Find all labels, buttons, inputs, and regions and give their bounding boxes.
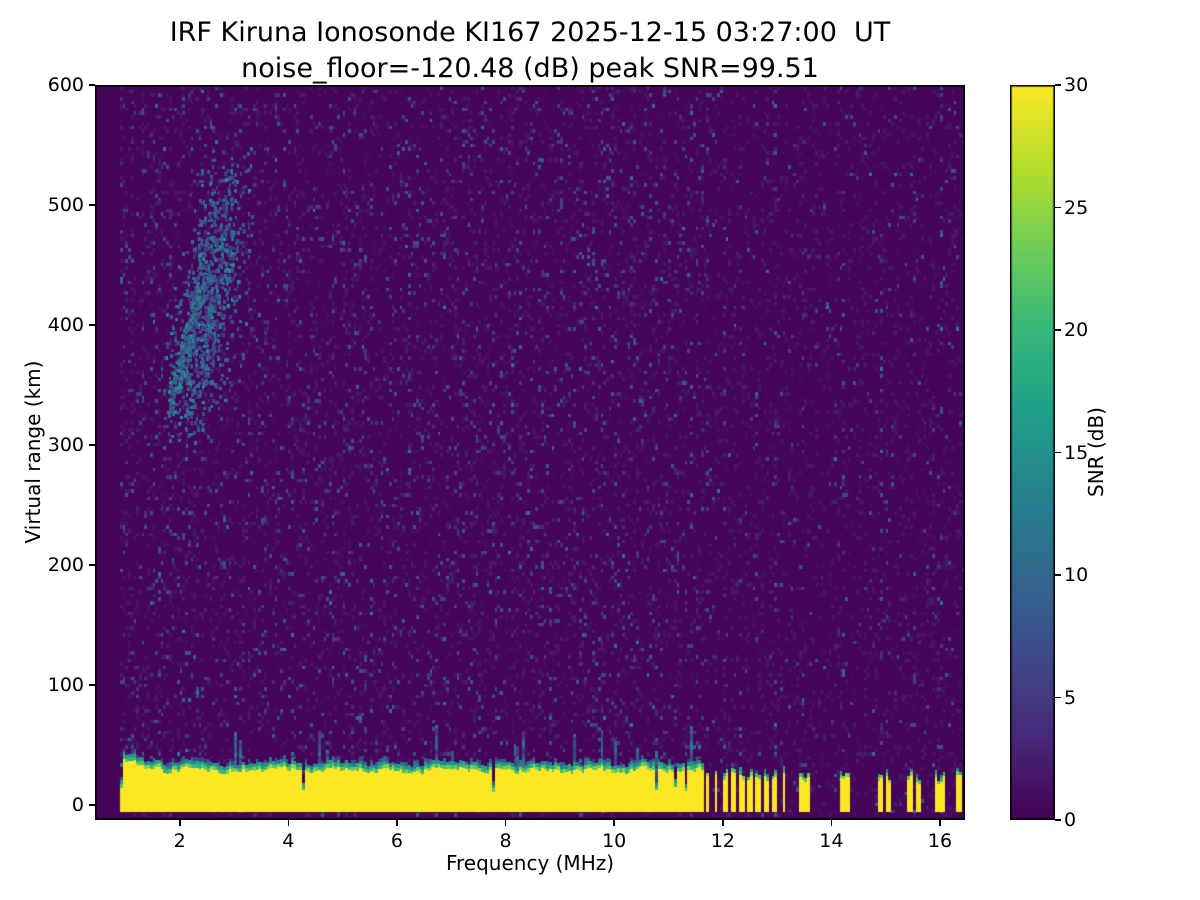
- colorbar-tick-mark: [1055, 574, 1061, 576]
- y-tick-mark: [89, 804, 95, 806]
- colorbar-tick-mark: [1055, 206, 1061, 209]
- plot-title: IRF Kiruna Ionosonde KI167 2025-12-15 03…: [169, 17, 891, 48]
- y-tick-mark: [89, 324, 95, 326]
- y-tick-label: 200: [47, 554, 84, 576]
- ionogram-heatmap-canvas: [95, 85, 965, 820]
- colorbar-tick-mark: [1055, 84, 1061, 86]
- x-tick-mark: [830, 820, 833, 826]
- colorbar-tick-label: 5: [1064, 686, 1077, 709]
- x-tick-mark: [178, 820, 181, 826]
- colorbar-canvas: [1010, 85, 1055, 820]
- colorbar-tick-label: 25: [1064, 196, 1089, 219]
- y-tick-mark: [89, 684, 95, 686]
- colorbar-tick-mark: [1055, 819, 1061, 821]
- x-tick-label: 14: [819, 830, 844, 852]
- x-tick-label: 6: [390, 830, 403, 852]
- y-tick-mark: [89, 444, 95, 446]
- x-tick-mark: [396, 820, 398, 826]
- x-axis-label: Frequency (MHz): [445, 851, 615, 875]
- x-tick-mark: [287, 820, 290, 826]
- x-tick-label: 16: [927, 830, 953, 852]
- colorbar-tick-label: 15: [1064, 441, 1089, 464]
- colorbar-tick-mark: [1055, 451, 1061, 454]
- y-tick-mark: [89, 564, 95, 566]
- colorbar-tick-label: 20: [1064, 319, 1089, 341]
- y-tick-label: 400: [47, 314, 84, 336]
- x-tick-label: 8: [499, 830, 512, 852]
- y-tick-label: 300: [47, 434, 84, 456]
- y-tick-label: 100: [47, 674, 84, 696]
- colorbar-tick-label: 0: [1064, 809, 1077, 831]
- x-tick-mark: [613, 820, 615, 826]
- x-tick-mark: [504, 820, 507, 826]
- y-tick-mark: [89, 84, 95, 86]
- x-tick-label: 10: [602, 830, 627, 852]
- x-tick-mark: [939, 820, 941, 826]
- colorbar-tick-mark: [1055, 329, 1061, 331]
- y-tick-label: 600: [47, 74, 84, 96]
- colorbar-tick-mark: [1055, 696, 1061, 699]
- x-tick-mark: [721, 820, 724, 826]
- colorbar-tick-label: 30: [1064, 74, 1089, 96]
- x-tick-label: 12: [710, 830, 735, 852]
- x-tick-label: 4: [282, 830, 295, 852]
- y-tick-label: 500: [47, 194, 84, 216]
- colorbar-tick-label: 10: [1064, 564, 1089, 586]
- y-tick-mark: [89, 204, 95, 206]
- y-tick-label: 0: [71, 794, 84, 816]
- plot-subtitle: noise_floor=-120.48 (dB) peak SNR=99.51: [241, 53, 819, 84]
- x-tick-label: 2: [173, 830, 186, 852]
